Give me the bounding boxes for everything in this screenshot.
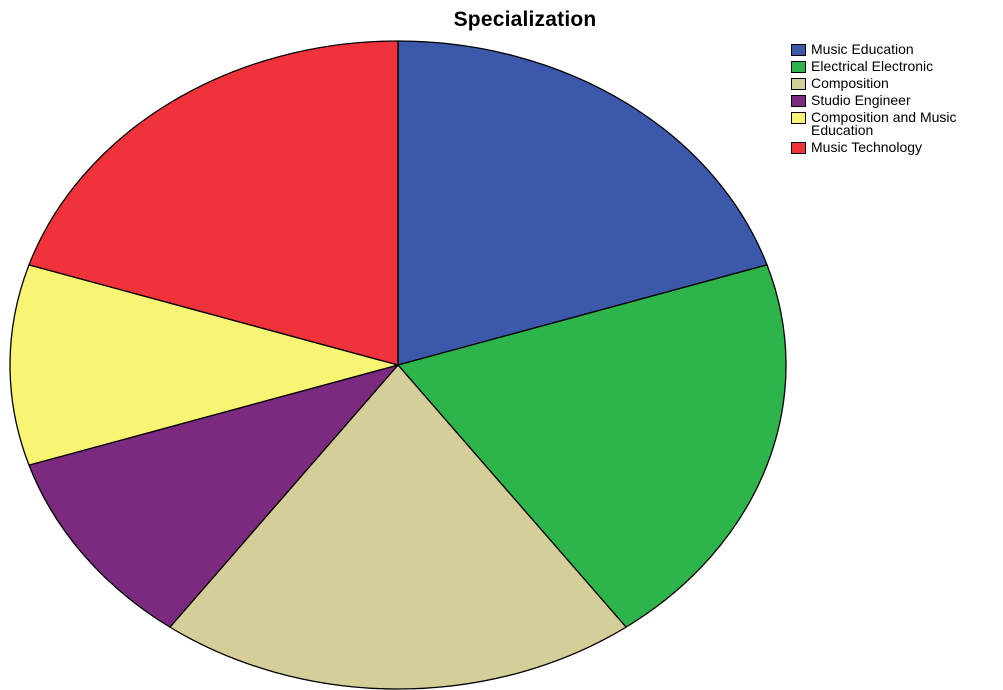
- legend-label: Electrical Electronic: [811, 60, 1001, 73]
- legend-label-line: Electrical Electronic: [811, 60, 1001, 73]
- legend: Music Education Electrical Electronic Comp…: [791, 43, 1001, 158]
- legend-item-studio-engineer: Studio Engineer: [791, 94, 1001, 107]
- legend-label-line: Studio Engineer: [811, 94, 1001, 107]
- legend-label-line: Composition: [811, 77, 1001, 90]
- legend-item-music-technology: Music Technology: [791, 141, 1001, 154]
- legend-swatch: [791, 61, 806, 73]
- legend-item-electrical-electronic: Electrical Electronic: [791, 60, 1001, 73]
- legend-swatch: [791, 95, 806, 107]
- legend-label-line: Music Education: [811, 43, 1001, 56]
- legend-item-composition-and-music-education: Composition and MusicEducation: [791, 111, 1001, 137]
- legend-item-composition: Composition: [791, 77, 1001, 90]
- legend-swatch: [791, 44, 806, 56]
- legend-label: Music Education: [811, 43, 1001, 56]
- legend-item-music-education: Music Education: [791, 43, 1001, 56]
- legend-label: Composition and MusicEducation: [811, 111, 1001, 137]
- legend-label: Studio Engineer: [811, 94, 1001, 107]
- legend-label-line: Music Technology: [811, 141, 1001, 154]
- legend-swatch: [791, 142, 806, 154]
- legend-swatch: [791, 112, 806, 124]
- legend-label: Composition: [811, 77, 1001, 90]
- legend-label-line: Education: [811, 124, 1001, 137]
- legend-label: Music Technology: [811, 141, 1001, 154]
- legend-swatch: [791, 78, 806, 90]
